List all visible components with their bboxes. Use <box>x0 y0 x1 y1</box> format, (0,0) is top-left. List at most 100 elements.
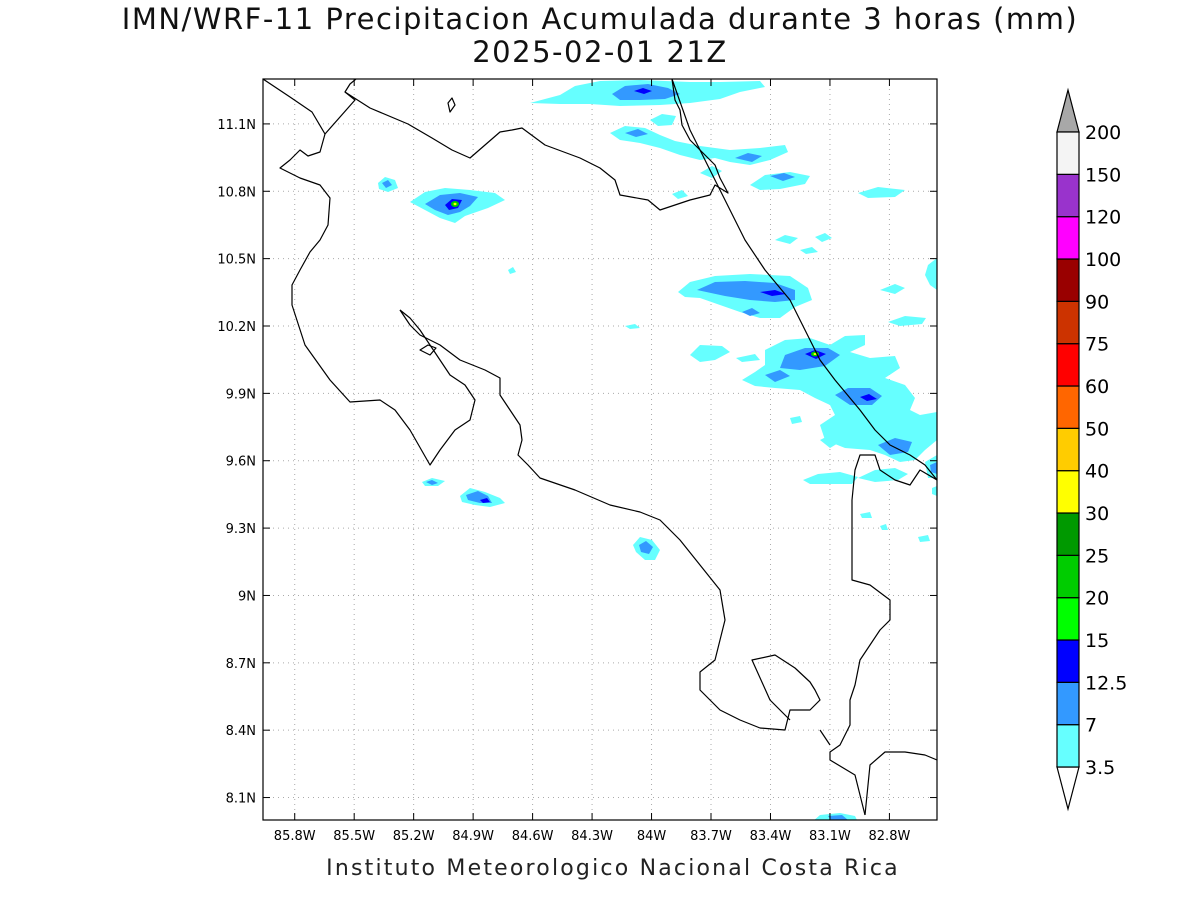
colorbar-segment <box>1056 173 1080 218</box>
nicaragua-costa-rica-border <box>263 79 357 135</box>
lon-tick-label: 82.8W <box>869 829 911 844</box>
colorbar-segment <box>1056 512 1080 556</box>
lat-tick-label: 10.2N <box>217 320 256 335</box>
lake-island <box>447 97 456 113</box>
precip-area <box>639 541 653 554</box>
precip-area <box>860 394 877 401</box>
map-subtitle-datetime: 2025-02-01 21Z <box>472 35 728 69</box>
precip-area <box>765 370 790 382</box>
lon-tick-label: 84.9W <box>452 829 494 844</box>
colorbar-label: 12.5 <box>1085 672 1127 694</box>
colorbar-segment <box>1056 427 1080 472</box>
precip-area <box>930 462 937 474</box>
precip-area <box>932 486 937 496</box>
lake-nicaragua-shore <box>344 79 729 211</box>
map-axes: 8.1N 8.4N 8.7N 9N 9.3N 9.6N 9.9N 10.2N 10.5N 10.8… <box>217 79 937 844</box>
lon-tick-label: 85.2W <box>393 829 435 844</box>
lon-tick-label: 84W <box>637 829 667 844</box>
colorbar-label: 120 <box>1085 207 1121 229</box>
lat-tick-label: 9N <box>238 589 256 604</box>
precip-area <box>803 472 858 484</box>
caribbean-coast <box>671 79 937 481</box>
lon-tick-label: 83.7W <box>690 829 732 844</box>
precip-area <box>736 354 760 362</box>
colorbar: 3.5 7 12.5 15 20 25 30 40 50 60 75 90 100 120 150 200 <box>1056 87 1127 812</box>
colorbar-label: 60 <box>1085 376 1109 398</box>
precip-area <box>790 416 802 424</box>
lon-tick-label: 85.5W <box>333 829 375 844</box>
gridlines <box>263 79 937 820</box>
precip-area <box>780 348 840 370</box>
colorbar-segment <box>1056 639 1080 683</box>
precip-area <box>382 180 392 188</box>
lat-tick-label: 9.9N <box>226 387 256 402</box>
lat-tick-label: 9.6N <box>226 455 256 470</box>
colorbar-label: 25 <box>1085 545 1109 567</box>
precip-area <box>690 345 730 362</box>
colorbar-segment <box>1056 216 1080 260</box>
precip-area <box>650 114 676 126</box>
precip-area <box>770 173 795 181</box>
precip-area <box>828 815 848 820</box>
precip-area <box>888 316 926 326</box>
colorbar-segment <box>1056 470 1080 514</box>
colorbar-max-triangle <box>1056 87 1080 133</box>
pacific-coast-north <box>279 133 476 466</box>
burica-point <box>819 729 831 746</box>
lon-tick-label: 84.3W <box>571 829 613 844</box>
lon-tick-label: 85.8W <box>274 829 316 844</box>
precip-area <box>697 281 795 302</box>
precip-area <box>480 498 490 503</box>
precip-area <box>800 247 818 254</box>
precip-area <box>815 233 832 242</box>
colorbar-segment <box>1056 597 1080 641</box>
colorbar-segment <box>1056 724 1080 768</box>
precip-area <box>508 267 516 274</box>
nicoya-gulf-coast <box>399 309 821 731</box>
colorbar-label: 3.5 <box>1085 757 1115 779</box>
colorbar-label: 100 <box>1085 249 1121 271</box>
precip-area <box>775 235 798 244</box>
precip-area <box>742 308 760 316</box>
colorbar-label: 20 <box>1085 588 1109 610</box>
precip-area <box>880 524 888 530</box>
lat-tick-label: 8.7N <box>226 657 256 672</box>
precip-area <box>672 190 688 199</box>
footer-credit: Instituto Meteorologico Nacional Costa R… <box>326 856 900 881</box>
lat-tick-label: 11.1N <box>217 118 256 133</box>
precip-area <box>925 258 937 290</box>
colorbar-segment <box>1056 554 1080 599</box>
map-frame <box>262 78 938 821</box>
precip-area <box>625 129 648 137</box>
lat-tick-label: 9.3N <box>226 522 256 537</box>
lon-tick-label: 83.4W <box>750 829 792 844</box>
colorbar-segment <box>1056 300 1080 345</box>
lat-tick-label: 10.8N <box>217 185 256 200</box>
precip-area <box>625 324 640 329</box>
chira-island <box>419 344 437 356</box>
lon-tick-label: 83.1W <box>809 829 851 844</box>
lon-tick-label: 84.6W <box>512 829 554 844</box>
panama-coast <box>864 751 937 816</box>
colorbar-label: 75 <box>1085 334 1109 356</box>
precip-area <box>735 153 762 162</box>
lat-tick-label: 10.5N <box>217 253 256 268</box>
colorbar-label: 200 <box>1085 122 1121 144</box>
precipitation-field <box>263 79 937 820</box>
lat-tick-label: 8.1N <box>226 792 256 807</box>
map-title: IMN/WRF-11 Precipitacion Acumulada duran… <box>121 2 1079 36</box>
colorbar-segment <box>1056 681 1080 726</box>
precip-area <box>760 290 786 296</box>
colorbar-min-triangle <box>1056 766 1080 812</box>
colorbar-label: 15 <box>1085 630 1109 652</box>
precip-peak <box>813 353 817 355</box>
colorbar-segment <box>1056 258 1080 302</box>
precip-peak <box>453 202 457 206</box>
precip-area <box>918 535 930 542</box>
precip-area <box>880 284 905 294</box>
colorbar-segment <box>1056 343 1080 387</box>
colorbar-label: 50 <box>1085 418 1109 440</box>
colorbar-label: 40 <box>1085 461 1109 483</box>
precip-area <box>860 512 872 518</box>
